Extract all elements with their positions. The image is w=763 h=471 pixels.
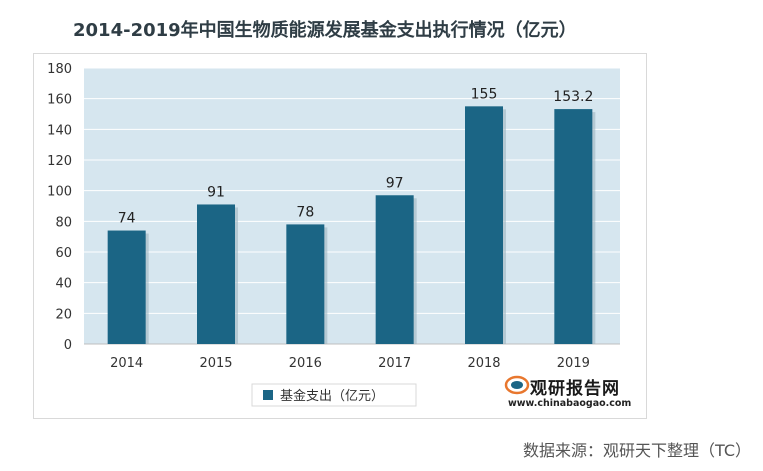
plot-area (84, 68, 620, 344)
y-tick-label: 120 (47, 154, 72, 169)
x-tick-label-2019: 2019 (557, 356, 590, 371)
x-tick-label-2016: 2016 (289, 356, 322, 371)
legend-label: 基金支出（亿元） (280, 388, 384, 404)
y-tick-label: 60 (55, 246, 72, 261)
data-label-2017: 97 (386, 175, 404, 191)
y-tick-label: 20 (55, 307, 72, 322)
bar-2017 (375, 195, 414, 344)
y-tick-label: 40 (55, 277, 72, 292)
chart-title: 2014-2019年中国生物质能源发展基金支出执行情况（亿元） (73, 20, 577, 41)
x-tick-label-2018: 2018 (467, 356, 500, 371)
data-source: 数据来源：观研天下整理（TC） (522, 441, 751, 460)
data-label-2014: 74 (118, 211, 136, 227)
bar-2014 (107, 230, 146, 344)
data-label-2016: 78 (296, 204, 314, 220)
globe-icon (504, 375, 530, 395)
legend-box (251, 383, 417, 407)
bar-2018 (465, 106, 503, 344)
data-label-2015: 91 (207, 184, 225, 200)
x-tick-label-2014: 2014 (110, 356, 143, 371)
y-tick-label: 180 (47, 62, 72, 77)
bar-2016 (286, 224, 325, 344)
legend-swatch (263, 390, 273, 400)
watermark-logo: 观研报告网 www.chinabaogao.com (500, 374, 640, 414)
y-tick-label: 100 (47, 185, 72, 200)
data-label-2019: 153.2 (553, 89, 593, 105)
y-tick-label: 80 (55, 215, 72, 230)
x-tick-label-2015: 2015 (199, 356, 232, 371)
data-label-2018: 155 (471, 86, 498, 102)
y-tick-label: 140 (47, 123, 72, 138)
bar-2019 (554, 109, 593, 345)
x-tick-label-2017: 2017 (378, 356, 411, 371)
y-tick-label: 160 (47, 93, 72, 108)
y-tick-label: 0 (64, 338, 72, 353)
watermark-name: 观研报告网 (530, 379, 620, 399)
bar-2015 (197, 204, 235, 344)
watermark-url: www.chinabaogao.com (508, 398, 632, 409)
